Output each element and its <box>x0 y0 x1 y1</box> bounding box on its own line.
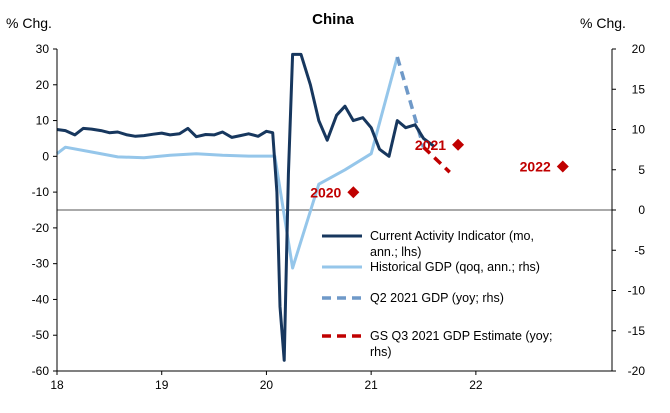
marker-2020 <box>347 186 360 199</box>
marker-label-2020: 2020 <box>310 184 341 200</box>
y-right-tick-label: 10 <box>632 123 646 137</box>
y-left-tick-label: 30 <box>36 42 50 56</box>
y-right-tick-label: -10 <box>628 284 646 298</box>
y-left-tick-label: -10 <box>32 185 50 199</box>
y-left-tick-label: -20 <box>32 221 50 235</box>
x-tick-label: 20 <box>260 378 274 392</box>
legend-label-0: Current Activity Indicator (mo, <box>370 229 534 243</box>
y-left-tick-label: 20 <box>36 78 50 92</box>
series-layer <box>56 52 451 362</box>
legend-label-1: Historical GDP (qoq, ann.; rhs) <box>370 260 540 274</box>
y-right-tick-label: 0 <box>638 203 645 217</box>
x-tick-label: 19 <box>155 378 169 392</box>
series-line-1 <box>56 56 399 270</box>
y-left-tick-label: -50 <box>32 328 50 342</box>
marker-label-2022: 2022 <box>520 159 551 175</box>
y-axis-right-title: % Chg. <box>580 15 626 31</box>
y-left-tick-label: -60 <box>32 364 50 378</box>
legend-label-0: ann.; lhs) <box>370 245 421 259</box>
legend-label-3: rhs) <box>370 345 392 359</box>
marker-2021 <box>452 138 465 151</box>
chart-legend: Current Activity Indicator (mo, ann.; lhs… <box>322 229 552 359</box>
marker-2022 <box>556 160 569 173</box>
y-right-tick-label: 5 <box>638 163 645 177</box>
y-right-tick-label: -5 <box>634 243 645 257</box>
series-line-3 <box>422 145 451 174</box>
marker-label-2021: 2021 <box>415 137 446 153</box>
y-left-tick-label: 0 <box>42 149 49 163</box>
legend-label-3: GS Q3 2021 GDP Estimate (yoy; <box>370 329 552 343</box>
y-axis-right-ticks: 20 15 10 5 0 -5 -10 -15 -20 <box>612 42 645 378</box>
y-axis-left-ticks: 30 20 10 0 -10 -20 -30 -40 -50 -60 <box>32 42 57 378</box>
y-axis-left-title: % Chg. <box>6 15 52 31</box>
x-tick-label: 22 <box>469 378 483 392</box>
y-left-tick-label: -30 <box>32 257 50 271</box>
y-right-tick-label: 20 <box>632 42 646 56</box>
legend-label-2: Q2 2021 GDP (yoy; rhs) <box>370 291 504 305</box>
x-tick-label: 21 <box>364 378 378 392</box>
chart-title: China <box>312 11 354 28</box>
y-right-tick-label: -15 <box>628 324 646 338</box>
markers-layer: 2020 2021 2022 <box>310 137 569 200</box>
series-line-0 <box>56 52 435 362</box>
x-axis-ticks: 18 19 20 21 22 <box>50 371 483 392</box>
x-tick-label: 18 <box>50 378 64 392</box>
y-right-tick-label: 15 <box>632 82 646 96</box>
y-left-tick-label: 10 <box>36 114 50 128</box>
y-right-tick-label: -20 <box>628 364 646 378</box>
y-left-tick-label: -40 <box>32 292 50 306</box>
